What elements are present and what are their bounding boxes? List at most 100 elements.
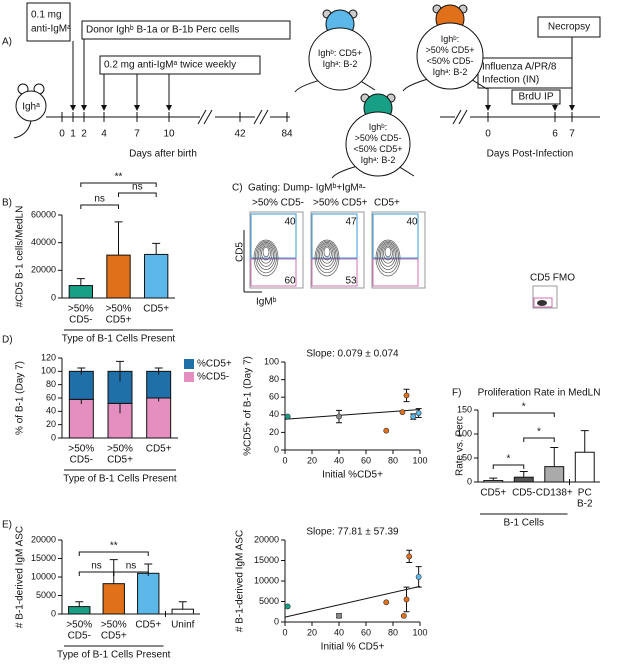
error-bar [152,242,161,255]
point [284,413,291,420]
gate-lower [311,258,358,287]
significance-bracket [492,412,555,417]
box [26,2,71,42]
contour [255,240,277,274]
axis-label: Days after birth [129,149,197,160]
x-tick-label: 40 [334,455,344,465]
mouse-text: <50% CD5- [427,56,474,66]
bar [171,608,194,615]
mouse-text: Ighᵃ: B-2 [361,155,396,165]
contour [262,246,270,258]
x-tick-label: 80 [388,455,398,465]
bar [68,285,94,299]
x-tick-label: 80 [388,627,398,637]
y-tick-label: 60000 [31,209,56,219]
point [403,596,410,603]
error-bar [116,360,124,382]
significance-bracket [118,192,157,197]
error-bar [76,278,85,286]
legend-label: %CD5+ [197,359,232,370]
significance-bracket [80,182,157,187]
day-label: 7 [134,129,140,140]
point [406,553,413,560]
point [400,612,407,619]
gate-percent: 60 [284,276,296,287]
panel-label: F) [452,388,461,399]
flow-name: >50% CD5- [252,198,304,209]
y-tick-label: 60 [269,392,279,402]
x-tick-label: CD5+ [107,455,133,466]
x-tick-label: >50% [68,304,94,315]
contour [381,244,395,264]
x-axis-label: Type of B-1 Cells Present [57,650,171,661]
bar [544,466,565,483]
bar-segment [146,370,172,399]
box-text: Influenza A/PR/8 [482,62,557,73]
arrows [46,37,600,125]
mouse-tail [331,165,359,179]
contour [377,240,399,274]
x-tick-label: PC [578,488,592,499]
contour [375,239,401,277]
point [336,612,342,619]
bar [574,451,595,483]
y-tick-label: 80 [269,374,279,384]
significance-bracket [80,204,119,209]
x-tick-label: CD138+ [536,488,573,499]
bar-segment [146,397,172,439]
y-axis-label: # B-1-derived IgM ASC [15,526,26,628]
x-tick-label: >50% [68,444,94,455]
y-axis-label: %CD5+ of B-1 (Day 7) [243,356,254,456]
chart-title: Proliferation Rate in MedLN [478,388,601,399]
flow-name: CD5+ [374,198,400,209]
box-text: Infection (IN) [482,75,539,86]
box [537,16,601,38]
contour [384,246,392,258]
point [415,574,422,580]
day-label: 84 [281,129,293,140]
x-tick-label: CD5- [69,315,92,326]
bar-segment [68,398,94,439]
error-bar [519,470,528,478]
box [99,55,261,75]
y-tick-label: 150 [457,404,472,414]
significance-bracket [113,571,149,576]
panel-label: A) [2,37,12,48]
day-label: 2 [81,129,87,140]
box [477,57,573,89]
y-tick-label: 15000 [254,555,279,565]
panel-label: D) [2,335,13,346]
point [403,392,410,399]
x-axis-label: Initial % CD5+ [321,642,385,653]
mouse-text: Ighᵇ: [441,34,459,44]
error-bar [550,446,559,467]
contour [320,244,334,264]
day-label: 6 [552,129,558,140]
bar [68,606,91,615]
y-axis-label: #CD5 B-1 cells/MedLN [15,206,26,308]
contour [317,242,337,270]
mouse-body [416,22,484,90]
fit-line [284,409,421,420]
day-label: 0 [59,129,65,140]
x-tick-label: CD5- [512,488,535,499]
legend-swatch [184,372,194,382]
panel-a: A) Ighᵃ 0.1 mg anti-IgMᵃ Donor Ighᵇ B-1a… [2,2,601,160]
flow-name: >50% CD5+ [313,198,368,209]
x-tick-label: 40 [334,627,344,637]
x-tick-label: CD5+ [135,620,161,631]
significance-bracket [523,437,555,442]
x-tick-label: 0 [282,627,287,637]
gate-percent: 40 [284,217,296,228]
gate-lower [250,258,297,287]
point [336,413,342,420]
point [284,603,291,610]
x-tick-label: CD5+ [101,631,127,642]
legend-label: %CD5- [197,372,229,383]
x-tick-label: CD5- [70,455,93,466]
significance-label: ns [126,561,137,572]
y-tick-label: 50 [462,452,472,462]
x-tick-label: 0 [282,455,287,465]
mouse-tail [13,120,32,139]
